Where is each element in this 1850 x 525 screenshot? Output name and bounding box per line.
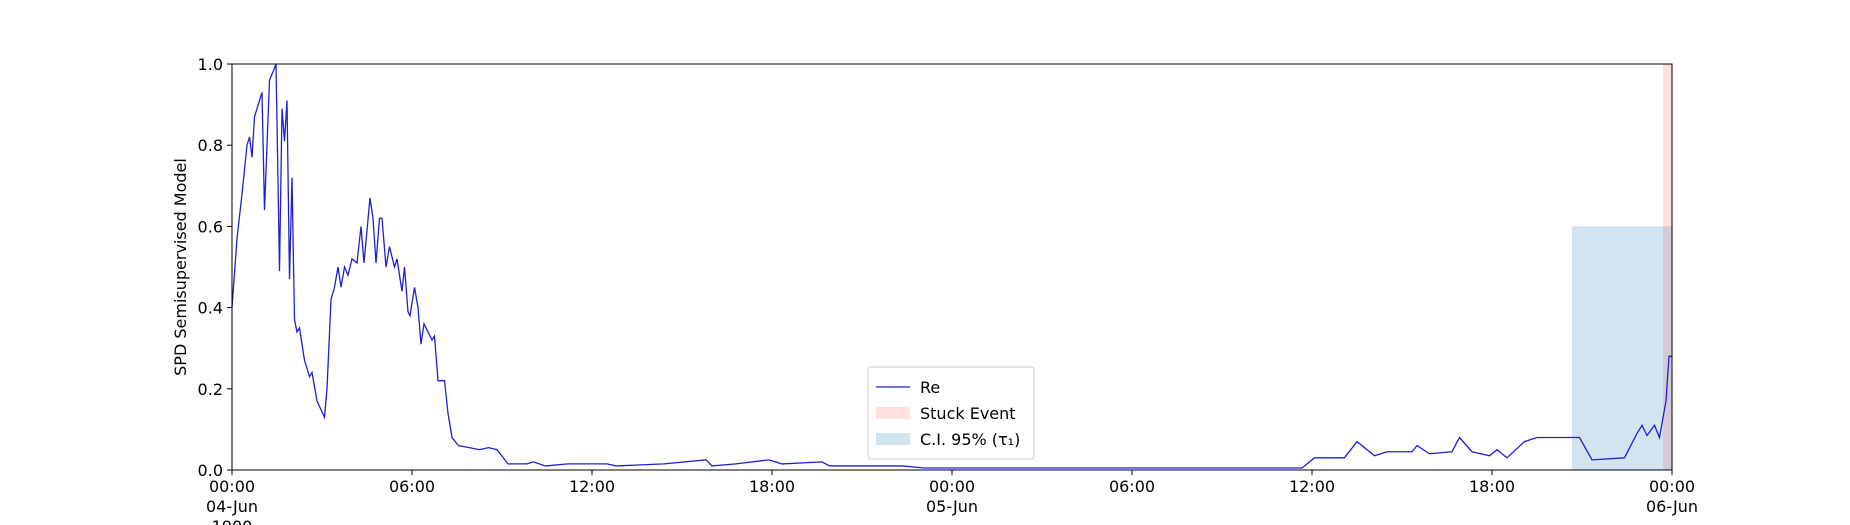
y-tick-label: 0.2: [198, 380, 223, 399]
y-tick-label: 0.0: [198, 461, 223, 480]
legend: Re Stuck Event C.I. 95% (τ₁): [867, 366, 1035, 460]
x-tick-label: 18:00: [749, 477, 795, 496]
legend-patch: [876, 433, 910, 445]
legend-label: Re: [920, 378, 940, 397]
x-tick-label: 12:00: [569, 477, 615, 496]
x-tick-label: 00:00 06-Jun: [1646, 477, 1698, 516]
x-tick-label: 12:00: [1289, 477, 1335, 496]
x-tick-label: 06:00: [389, 477, 435, 496]
legend-label: Stuck Event: [920, 404, 1016, 423]
y-tick-label: 0.6: [198, 217, 223, 236]
span: [1663, 64, 1672, 470]
x-tick-label: 06:00: [1109, 477, 1155, 496]
y-tick-label: 0.4: [198, 299, 223, 318]
y-tick-label: 1.0: [198, 55, 223, 74]
x-tick-label: 18:00: [1469, 477, 1515, 496]
line-series: [231, 63, 1672, 469]
legend-patch: [876, 407, 910, 419]
y-axis-label: SPD Semisupervised Model: [171, 158, 190, 376]
legend-frame: [867, 366, 1035, 460]
span: [1572, 226, 1672, 470]
y-tick-label: 0.8: [198, 136, 223, 155]
legend-label: C.I. 95% (τ₁): [920, 430, 1020, 449]
x-tick-label: 00:00 05-Jun: [926, 477, 978, 516]
